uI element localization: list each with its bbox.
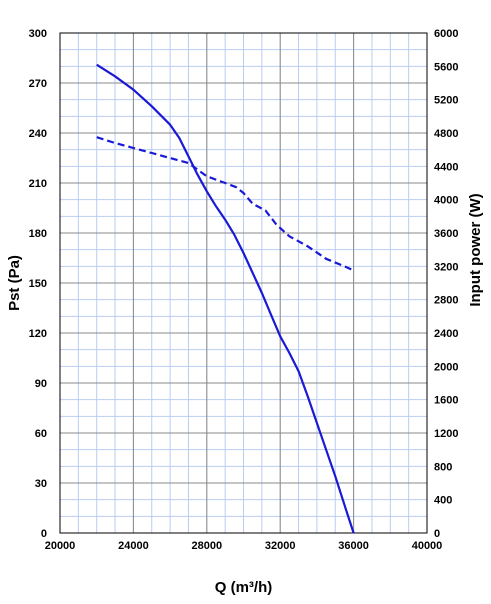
- y2-tick-label: 800: [434, 461, 452, 473]
- y2-tick-label: 4800: [434, 128, 458, 140]
- y-tick-label: 60: [35, 428, 47, 440]
- x-tick-label: 24000: [118, 540, 149, 552]
- x-tick-label: 40000: [412, 540, 443, 552]
- x-tick-label: 36000: [338, 540, 369, 552]
- y2-tick-label: 4400: [434, 161, 458, 173]
- y-tick-label: 180: [29, 228, 47, 240]
- y2-tick-label: 6000: [434, 28, 458, 40]
- series-layer: [96, 63, 355, 534]
- pressure-line: [96, 63, 355, 534]
- y-tick-label: 210: [29, 178, 47, 190]
- y2-tick-label: 5600: [434, 61, 458, 73]
- x-axis-title: Q (m³/h): [215, 579, 273, 596]
- x-tick-label: 32000: [265, 540, 296, 552]
- y-tick-label: 30: [35, 478, 47, 490]
- y2-tick-labels: 0 400 800 1200 1600 2000 2400 2800 3200 3600 4000 4…: [434, 28, 458, 540]
- y-tick-label: 150: [29, 278, 47, 290]
- plot-frame: [59, 32, 428, 534]
- y-tick-label: 120: [29, 328, 47, 340]
- y2-tick-label: 1200: [434, 428, 458, 440]
- y-tick-label: 300: [29, 28, 47, 40]
- input-power-line: [96, 136, 355, 272]
- y-tick-labels: 0 30 60 90 120 150 180 210 240 270 300: [29, 28, 47, 540]
- y2-tick-label: 400: [434, 495, 452, 507]
- x-tick-label: 20000: [45, 540, 76, 552]
- y-tick-label: 270: [29, 78, 47, 90]
- y2-tick-label: 4000: [434, 195, 458, 207]
- x-tick-labels: 20000 24000 28000 32000 36000 40000: [45, 540, 443, 552]
- y-tick-label: 0: [41, 528, 47, 540]
- y2-tick-label: 2800: [434, 295, 458, 307]
- y2-tick-label: 2000: [434, 361, 458, 373]
- y2-tick-label: 1600: [434, 395, 458, 407]
- y2-tick-label: 2400: [434, 328, 458, 340]
- y-tick-label: 240: [29, 128, 47, 140]
- y2-tick-label: 0: [434, 528, 440, 540]
- y-axis-title: Pst (Pa): [6, 255, 23, 311]
- y2-axis-title: Input power (W): [467, 193, 484, 306]
- y2-tick-label: 5200: [434, 95, 458, 107]
- y2-tick-label: 3600: [434, 228, 458, 240]
- y-tick-label: 90: [35, 378, 47, 390]
- x-tick-label: 28000: [192, 540, 223, 552]
- y2-tick-label: 3200: [434, 261, 458, 273]
